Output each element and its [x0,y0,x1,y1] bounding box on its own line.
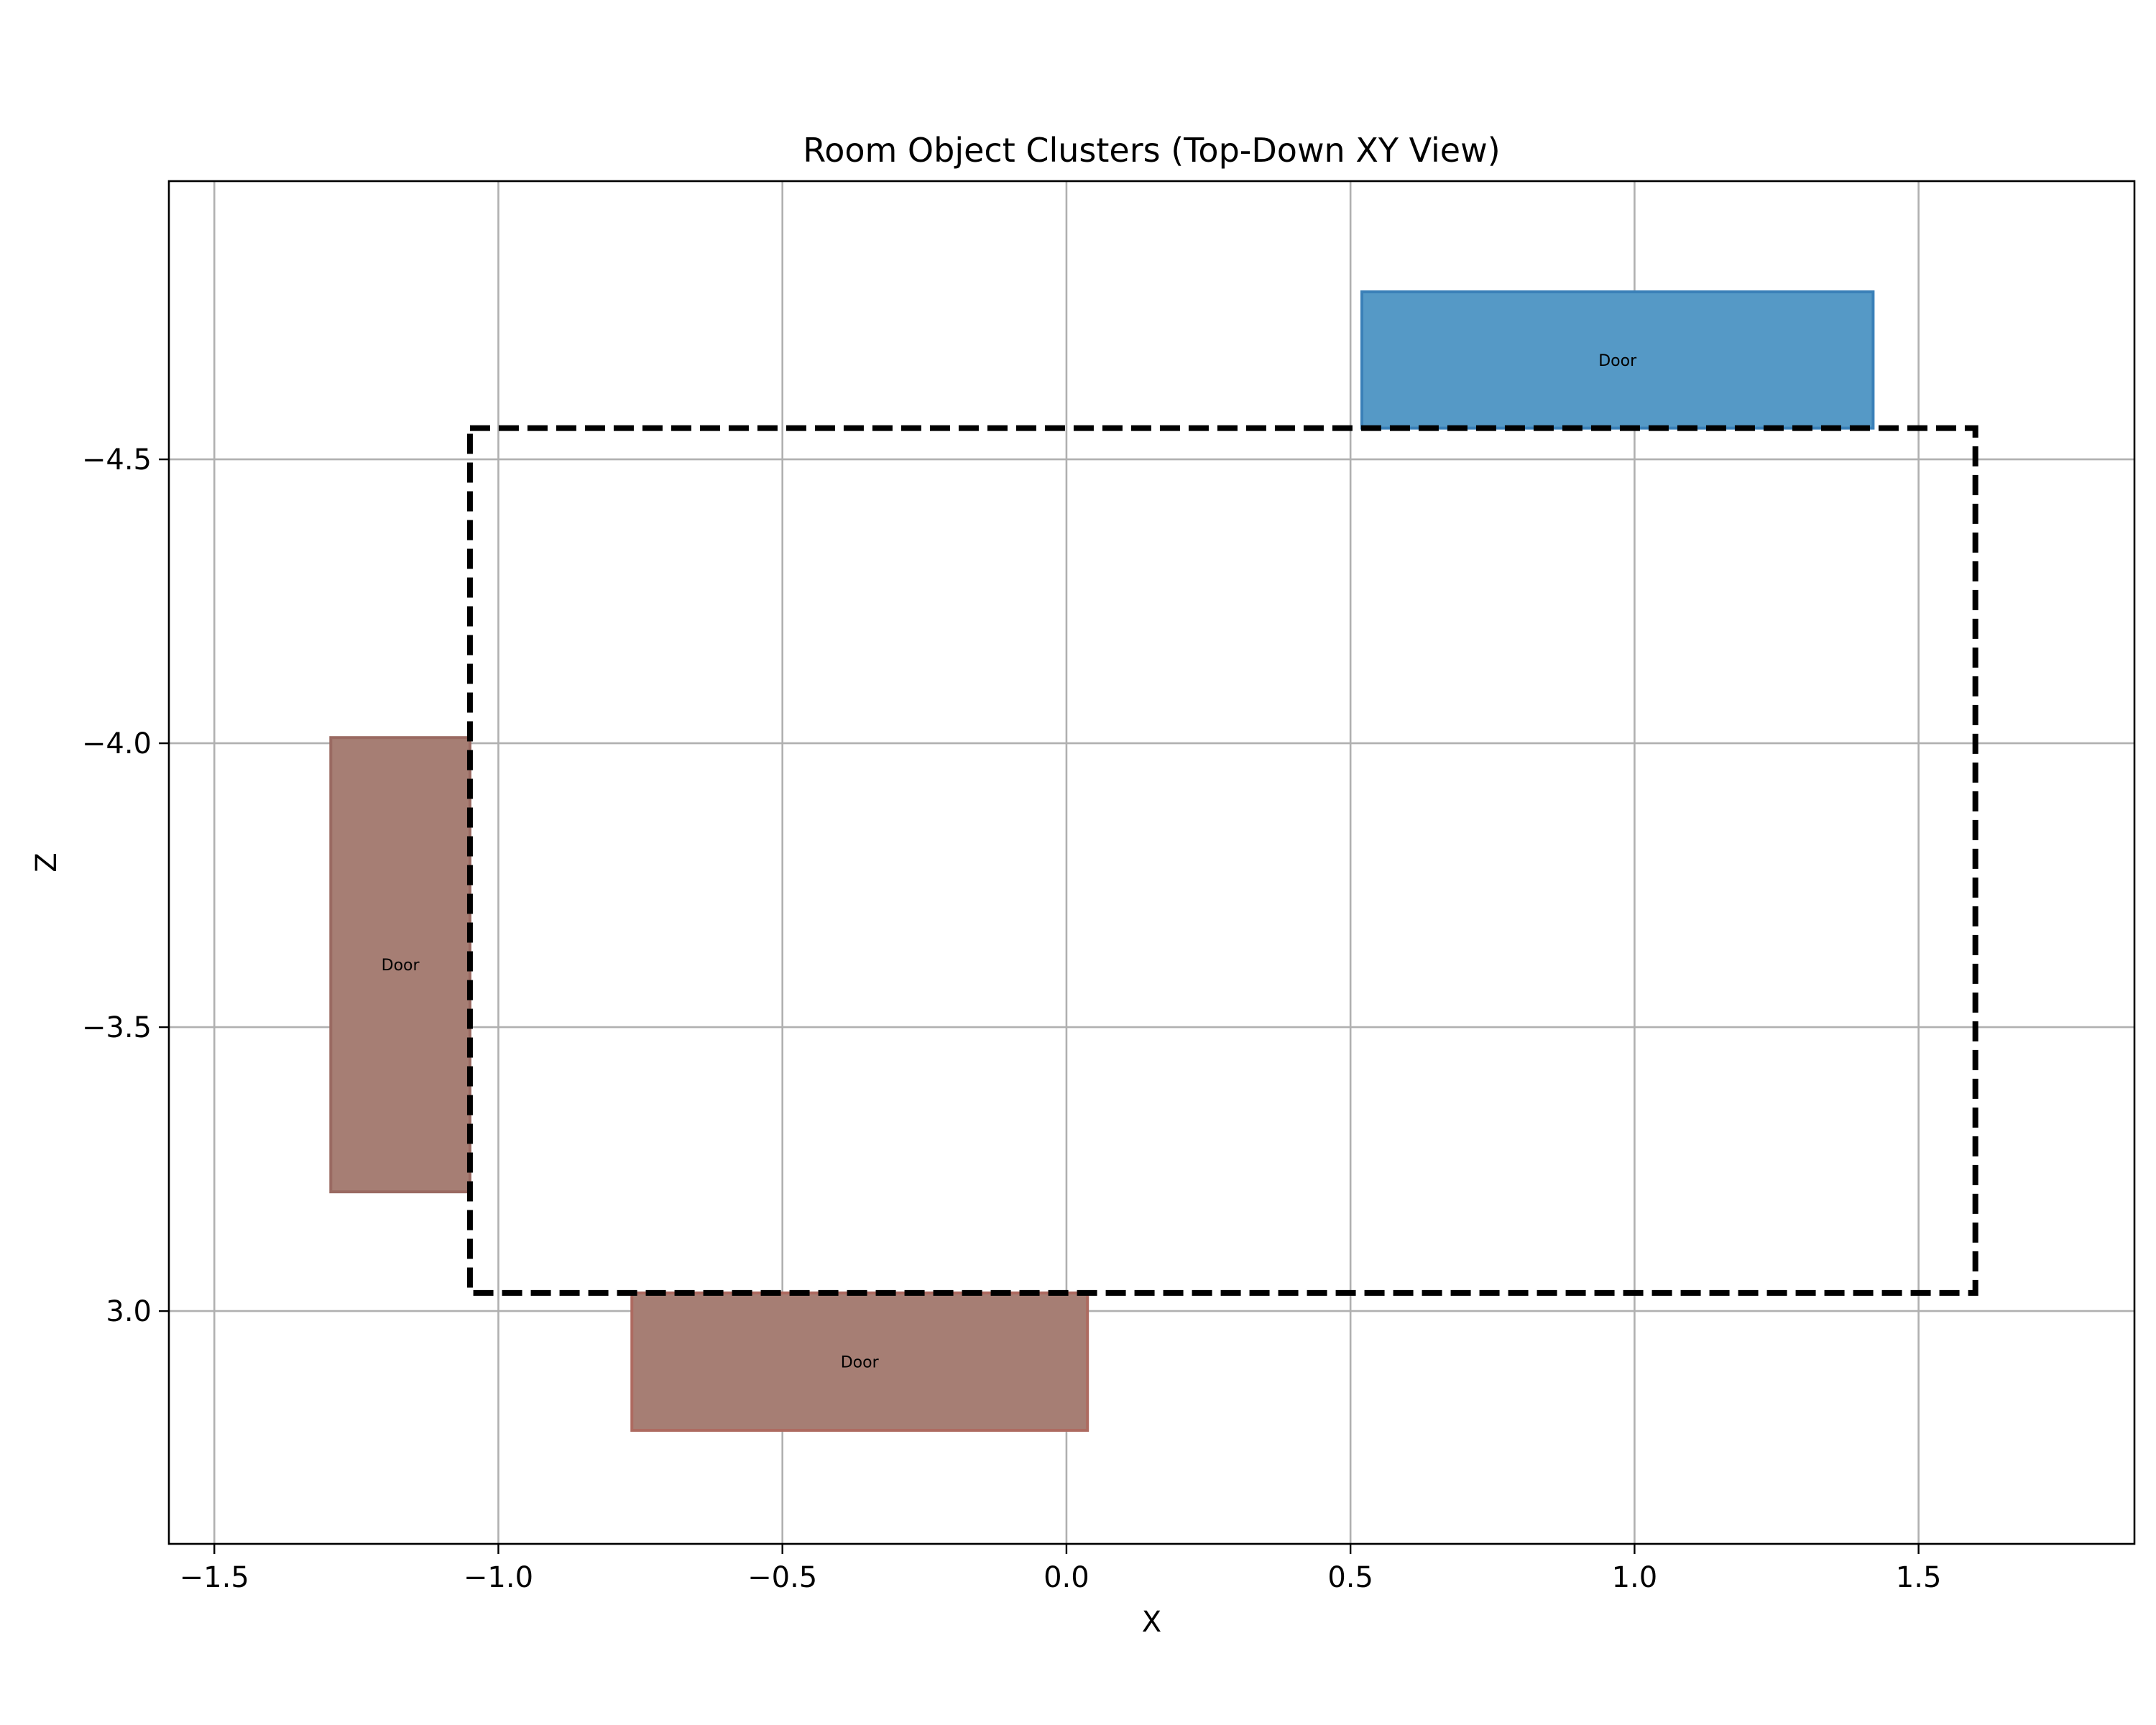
x-tick-label: −1.5 [180,1561,249,1594]
door-label: Door [841,1353,880,1371]
y-tick-label: −3.5 [82,1011,152,1044]
x-tick-label: 1.0 [1612,1561,1658,1594]
y-axis-label: Z [30,852,63,872]
room-boundary-layer [466,425,1978,1296]
door-label: Door [1598,352,1637,370]
x-axis-label: X [1142,1606,1161,1639]
door-rect [1360,290,1875,430]
chart-title: Room Object Clusters (Top-Down XY View) [803,131,1500,170]
object-rects: Door Door Door [329,290,1875,1432]
x-tick-label: 1.5 [1896,1561,1942,1594]
x-tick-label: 0.5 [1327,1561,1373,1594]
door-rect [329,736,471,1194]
plot-frame [167,180,2136,1545]
axis-ticks: −1.5 −1.0 −0.5 0.0 0.5 1.0 1.5 −4.5 −4.0 −3.5 3.0 [82,443,1942,1594]
y-tick-label: −4.5 [82,443,152,477]
x-tick-label: 0.0 [1044,1561,1089,1594]
y-tick-label: −4.0 [82,727,152,760]
door-rect [630,1291,1089,1432]
door-label: Door [382,957,420,975]
x-tick-label: −0.5 [747,1561,817,1594]
room-boundary [466,425,1978,1296]
x-tick-label: −1.0 [464,1561,533,1594]
y-tick-label: 3.0 [106,1295,152,1328]
